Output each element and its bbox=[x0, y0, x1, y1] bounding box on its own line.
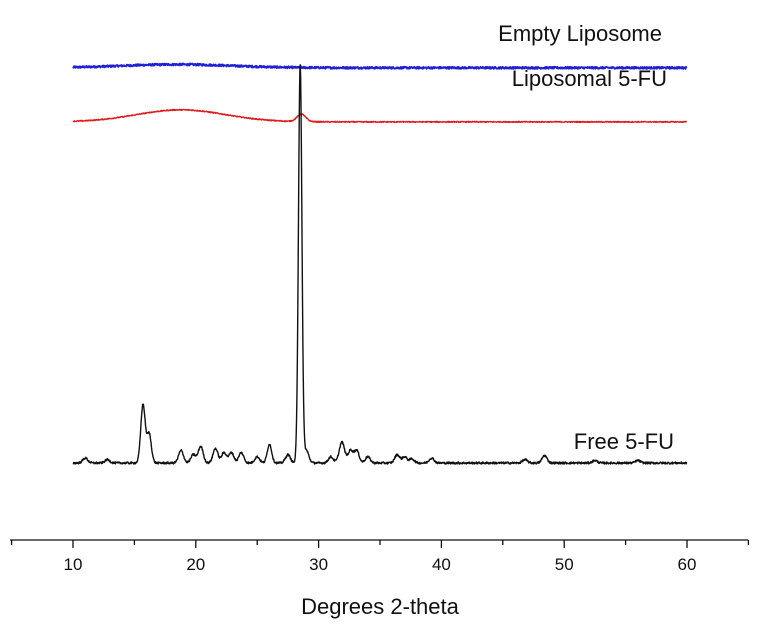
x-tick-label: 10 bbox=[64, 555, 83, 574]
series-layer bbox=[72, 62, 688, 465]
series-line-liposomal-5-fu bbox=[72, 108, 688, 124]
series-line-empty-liposome bbox=[72, 62, 688, 70]
series-line-free-5-fu bbox=[72, 64, 688, 465]
x-tick-label: 30 bbox=[309, 555, 328, 574]
series-label-empty-liposome: Empty Liposome bbox=[498, 21, 662, 46]
series-label-free-5fu: Free 5-FU bbox=[574, 429, 674, 454]
x-tick-label: 60 bbox=[678, 555, 697, 574]
x-tick-label: 40 bbox=[432, 555, 451, 574]
series-label-liposomal-5fu: Liposomal 5-FU bbox=[512, 66, 667, 91]
x-tick-label: 20 bbox=[186, 555, 205, 574]
x-axis-ticks: 10 20 30 40 50 60 bbox=[10, 540, 750, 574]
x-tick-label: 50 bbox=[555, 555, 574, 574]
x-axis-title: Degrees 2-theta bbox=[301, 594, 460, 619]
